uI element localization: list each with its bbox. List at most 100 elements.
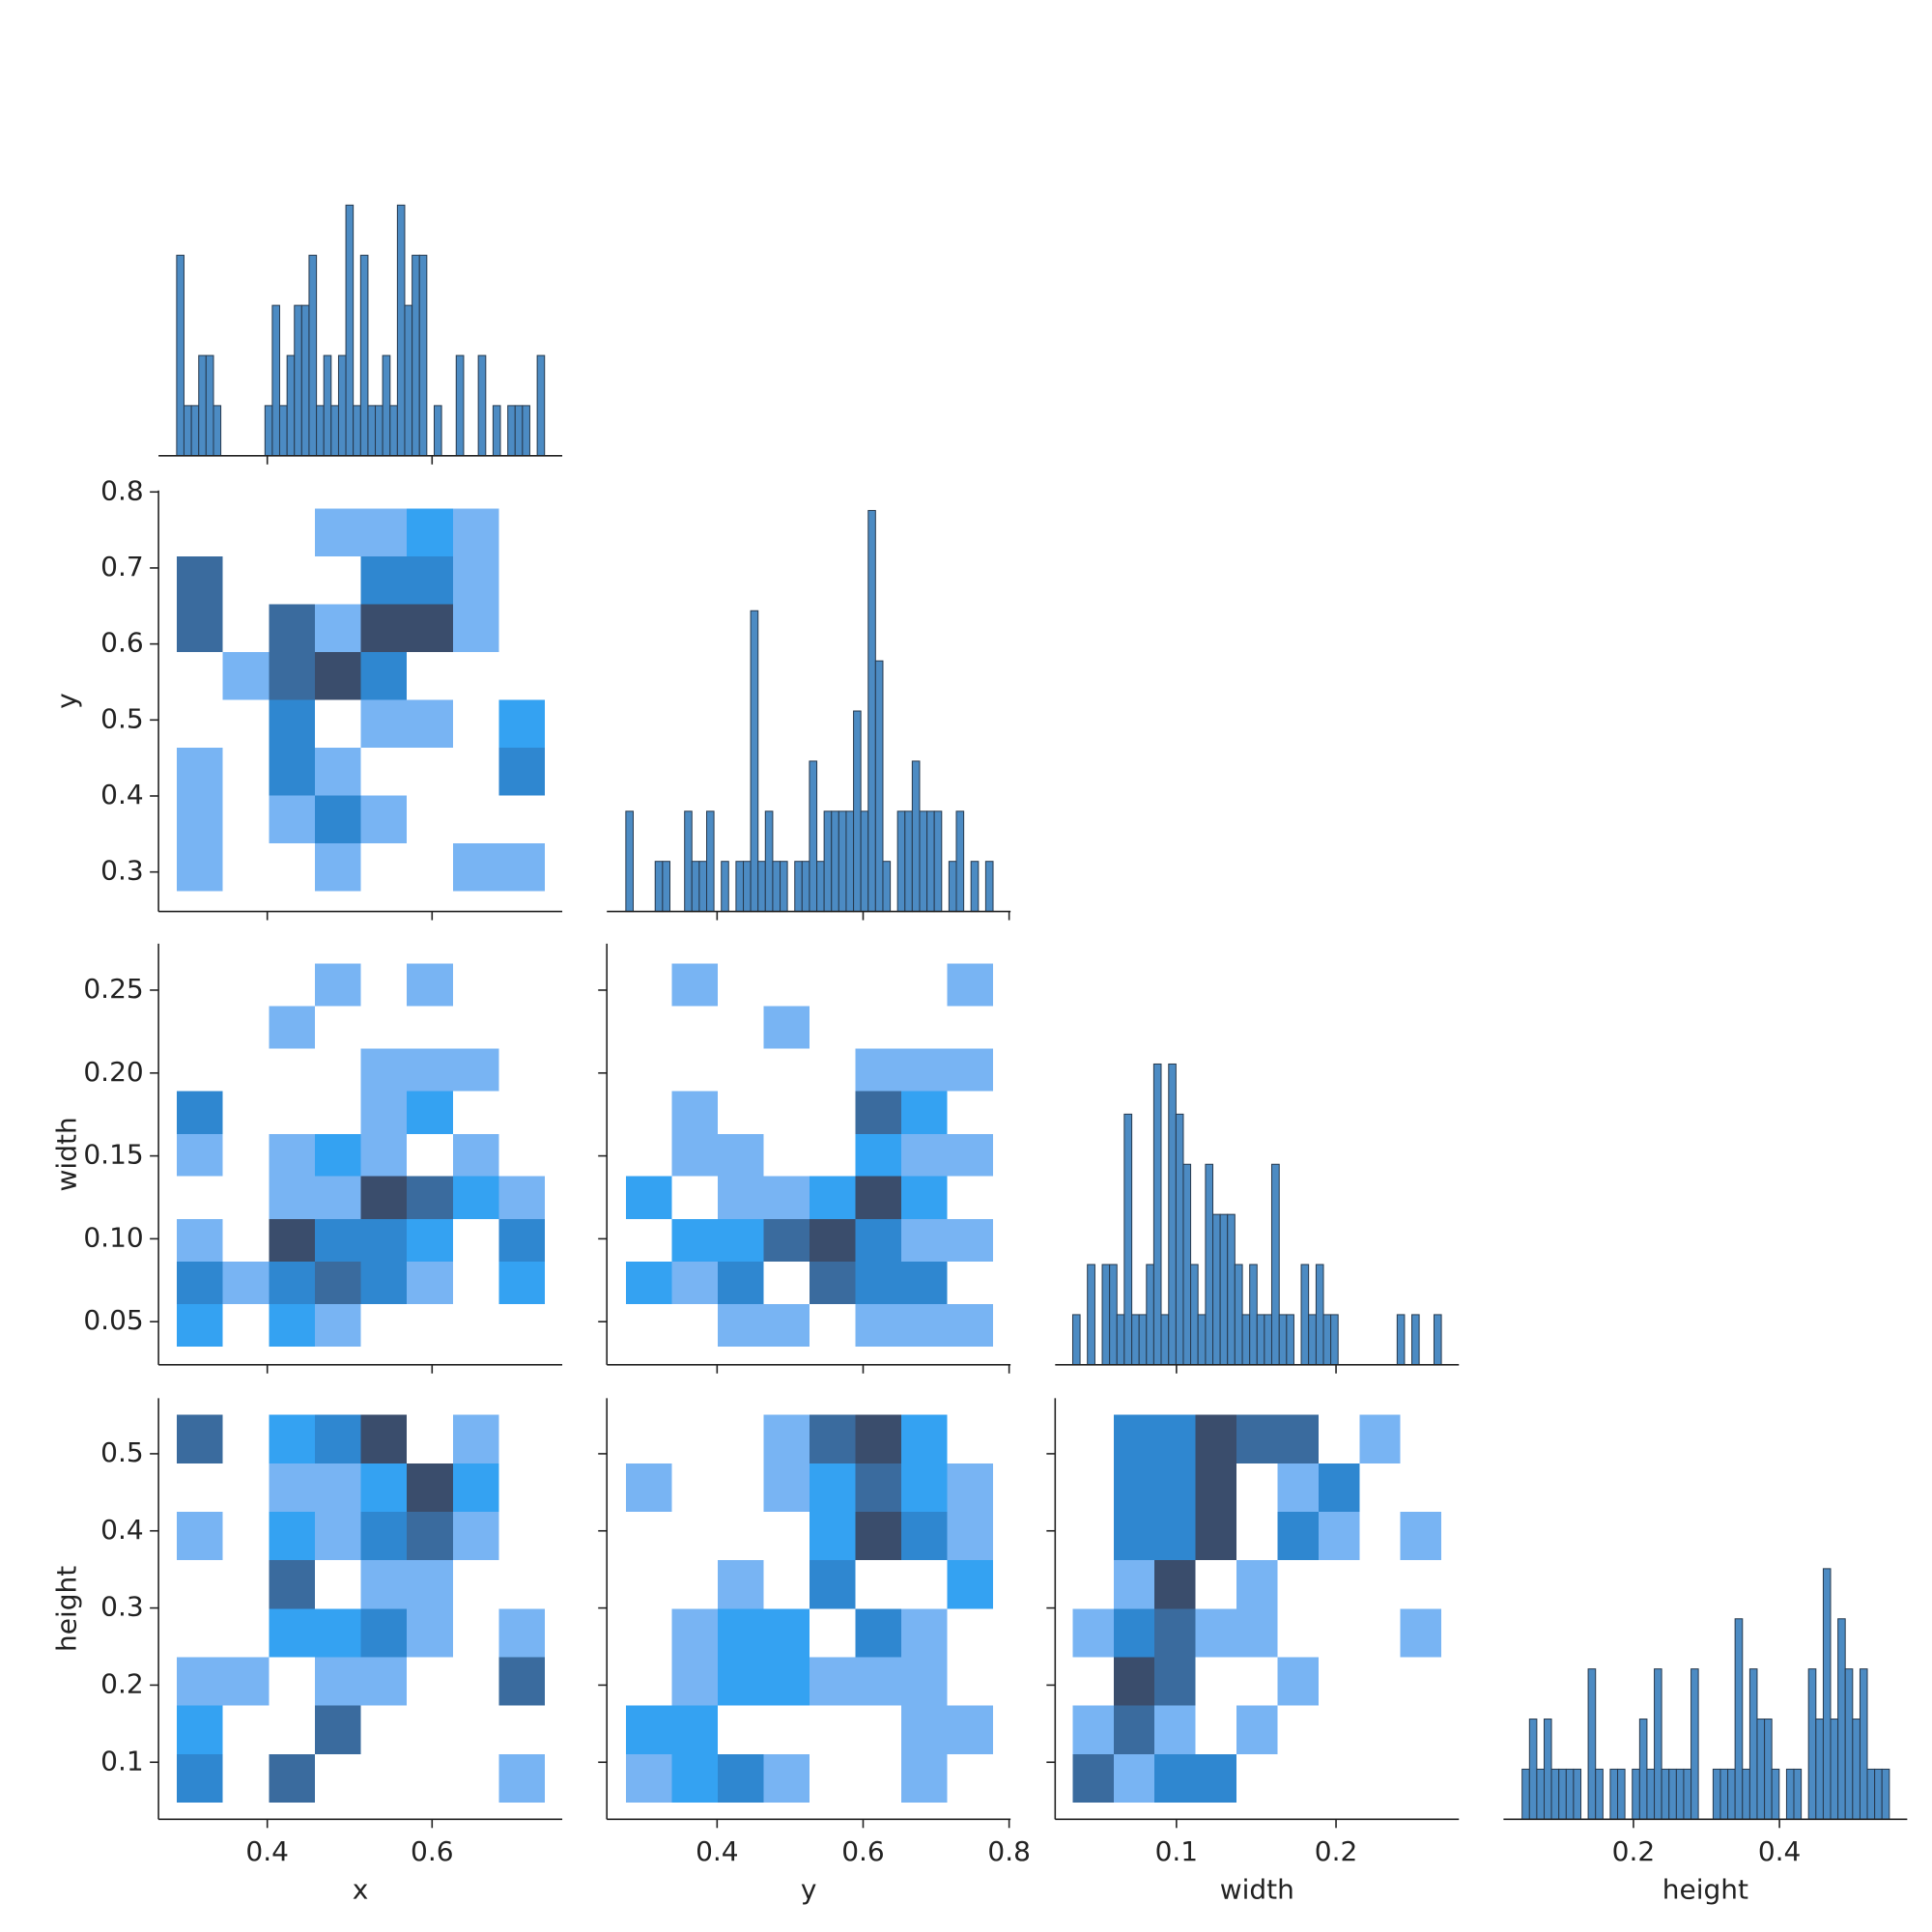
hist-bar — [1815, 1719, 1824, 1820]
hist-bar — [933, 810, 943, 913]
heat-cell — [360, 1176, 408, 1219]
x-tick-label: 0.8 — [987, 1835, 1031, 1867]
heat-cell — [407, 1511, 453, 1561]
hist-bar — [823, 810, 833, 913]
hist-bar — [1160, 1314, 1170, 1366]
hist-bar — [1256, 1314, 1265, 1366]
heat-cell — [809, 1176, 856, 1219]
heat-cell — [407, 604, 453, 652]
heat-cell — [269, 1463, 315, 1512]
y-tick-label: 0.10 — [83, 1221, 143, 1253]
hist-bar — [1874, 1768, 1883, 1820]
heat-cell — [671, 1657, 718, 1706]
hist-bar — [1712, 1768, 1721, 1820]
hist-bar — [1748, 1668, 1758, 1820]
heat-cell — [314, 1511, 361, 1561]
heat-cell — [360, 795, 408, 843]
x-tick-label: 0.6 — [411, 1835, 454, 1867]
hist-bar — [514, 405, 524, 457]
heat-cell — [498, 1176, 545, 1219]
heat-cell — [855, 1303, 902, 1347]
heat-cell — [407, 1560, 453, 1609]
hist-bar — [434, 405, 442, 457]
heat-cell — [360, 699, 408, 748]
heat-cell — [809, 1261, 856, 1304]
hist-bar — [772, 861, 781, 913]
heat-cell — [360, 1133, 408, 1177]
hist-bar — [1433, 1314, 1442, 1366]
heat-cell — [901, 1657, 948, 1706]
heat-cell — [901, 1091, 948, 1134]
hist-bar — [1227, 1213, 1236, 1366]
hist-bar — [492, 405, 501, 457]
hist-bar — [1544, 1719, 1552, 1820]
heat-cell — [314, 651, 361, 700]
heat-cell — [314, 842, 361, 892]
y-tick-label: 0.6 — [100, 627, 144, 659]
heat-cell — [901, 1261, 948, 1304]
hist-bar — [1668, 1768, 1677, 1820]
hist-bar — [654, 861, 664, 913]
hist-bar — [1632, 1768, 1640, 1820]
heat-cell — [1195, 1608, 1237, 1658]
heat-cell — [1400, 1511, 1442, 1561]
hist-bar — [264, 405, 273, 457]
hist-bar — [1550, 1768, 1560, 1820]
heat-cell — [314, 508, 361, 557]
heat-cell — [1154, 1705, 1196, 1754]
hist-bar — [853, 710, 862, 913]
heat-cell — [855, 1608, 902, 1658]
hist-bar — [1300, 1264, 1310, 1366]
heat-cell — [314, 1218, 361, 1262]
heat-cell — [1113, 1414, 1155, 1463]
heat-cell — [314, 1657, 361, 1706]
hist-bar — [1182, 1163, 1192, 1366]
heat-cell — [1195, 1414, 1237, 1463]
y-tick-label: 0.4 — [100, 779, 144, 810]
hist-bar — [308, 254, 318, 457]
heat-cell — [452, 1414, 499, 1463]
hist-bar — [1683, 1768, 1692, 1820]
y-tick-label: 0.3 — [100, 855, 144, 887]
heat-cell — [1113, 1705, 1155, 1754]
heat-cell — [314, 1414, 361, 1463]
hist-bar — [1852, 1719, 1861, 1820]
hist-bar — [691, 861, 700, 913]
hist-bar — [1322, 1314, 1332, 1366]
hist-bar — [955, 810, 965, 913]
hist-bar — [1719, 1768, 1729, 1820]
heat-cell — [1236, 1608, 1278, 1658]
hist-bar — [286, 355, 296, 457]
heat-cell — [901, 1414, 948, 1463]
hist-bar — [1742, 1768, 1750, 1820]
heat-cell — [763, 1006, 810, 1049]
heat-cell — [1154, 1414, 1196, 1463]
hist-bar — [1654, 1668, 1662, 1820]
heat-cell — [671, 1133, 718, 1177]
heat-cell — [717, 1261, 764, 1304]
heat-cell — [269, 1261, 315, 1304]
heat-cell — [855, 1048, 902, 1092]
hist-bar — [874, 660, 884, 913]
x-tick-label: 0.4 — [696, 1835, 739, 1867]
hist-bar — [904, 810, 913, 913]
heat-cell — [763, 1657, 810, 1706]
x-tick-label: 0.2 — [1315, 1835, 1358, 1867]
y-tick-label: 0.5 — [100, 702, 144, 734]
heat-cell — [177, 556, 223, 605]
heat-cell — [1236, 1705, 1278, 1754]
x-tick-label: 0.1 — [1155, 1835, 1199, 1867]
heat-cell — [763, 1608, 810, 1658]
hist-bar — [330, 405, 339, 457]
hist-bar — [1646, 1768, 1656, 1820]
heat-cell — [717, 1218, 764, 1262]
hist-bar — [684, 810, 693, 913]
heat-cell — [269, 1133, 315, 1177]
heat-cell — [269, 1414, 315, 1463]
heat-cell — [452, 1176, 499, 1219]
heat-cell — [947, 1133, 994, 1177]
hist-bar — [1785, 1768, 1795, 1820]
heat-cell — [177, 1414, 223, 1463]
heat-cell — [947, 1048, 994, 1092]
heat-cell — [177, 1133, 223, 1177]
